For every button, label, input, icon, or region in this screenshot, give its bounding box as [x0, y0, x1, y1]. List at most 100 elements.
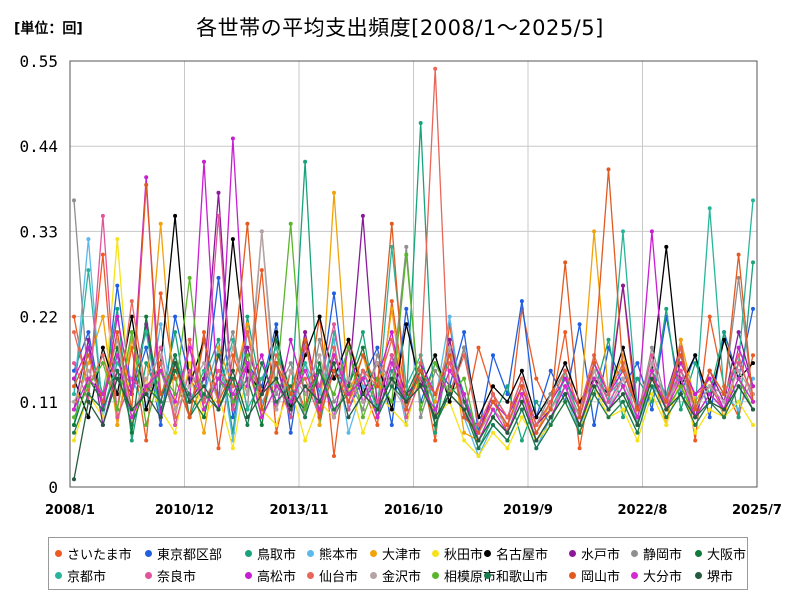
data-point — [621, 392, 625, 397]
data-point — [100, 392, 105, 397]
data-point — [202, 407, 206, 412]
data-point — [505, 438, 510, 443]
data-point — [72, 314, 76, 319]
data-point — [360, 353, 365, 358]
x-tick-label: 2016/10 — [384, 503, 443, 518]
data-point — [649, 376, 654, 381]
legend-label: 大津市 — [382, 548, 422, 563]
data-point — [202, 392, 206, 397]
data-point — [216, 345, 221, 350]
data-point — [173, 368, 178, 373]
data-point — [144, 384, 149, 389]
data-point — [678, 384, 683, 389]
data-point — [202, 361, 206, 366]
data-point — [389, 221, 394, 226]
data-point — [707, 392, 712, 397]
data-point — [606, 337, 611, 342]
data-point — [418, 415, 423, 420]
data-point — [621, 229, 625, 234]
data-point — [332, 353, 336, 358]
x-tick-label: 2019/9 — [503, 503, 553, 518]
data-point — [389, 353, 394, 358]
data-point — [736, 252, 741, 257]
data-point — [245, 361, 250, 366]
data-point — [100, 345, 105, 350]
legend-item: 岡山市 — [569, 566, 620, 585]
data-point — [649, 407, 654, 412]
legend-label: 和歌山市 — [496, 570, 549, 585]
data-point — [621, 399, 625, 404]
data-point — [115, 314, 120, 319]
data-point — [346, 392, 351, 397]
legend-label: 秋田市 — [444, 548, 484, 563]
data-point — [606, 392, 611, 397]
data-point — [736, 384, 741, 389]
y-tick-label: 0.44 — [19, 137, 58, 156]
data-point — [288, 430, 293, 435]
data-point — [519, 438, 524, 443]
data-point — [86, 415, 91, 420]
data-point — [86, 392, 91, 397]
data-point — [332, 361, 336, 366]
data-point — [433, 407, 438, 412]
data-point — [173, 353, 178, 358]
data-point — [86, 361, 91, 366]
legend-label: 名古屋市 — [496, 548, 549, 563]
data-point — [115, 353, 120, 358]
data-point — [216, 275, 221, 280]
data-point — [360, 213, 365, 218]
data-point — [678, 392, 683, 397]
data-point — [317, 314, 322, 319]
data-point — [707, 368, 712, 373]
data-point — [72, 392, 76, 397]
data-point — [173, 376, 178, 381]
legend-item: 大分市 — [631, 566, 682, 585]
data-point — [288, 392, 293, 397]
data-point — [173, 430, 178, 435]
data-point — [519, 392, 524, 397]
data-point — [722, 392, 727, 397]
data-point — [317, 337, 322, 342]
x-tick-label: 2022/8 — [618, 503, 668, 518]
legend-item: 相模原市 — [432, 566, 496, 585]
data-point — [736, 330, 741, 335]
data-point — [115, 368, 120, 373]
legend-marker — [631, 550, 638, 557]
data-point — [418, 121, 423, 125]
data-point — [303, 368, 308, 373]
data-point — [100, 252, 105, 257]
data-point — [115, 283, 120, 288]
legend-item: 京都市 — [55, 566, 106, 585]
data-point — [173, 314, 178, 319]
data-point — [100, 353, 105, 358]
data-point — [649, 399, 654, 404]
data-point — [259, 392, 264, 397]
data-point — [332, 415, 336, 420]
data-point — [317, 353, 322, 358]
data-point — [86, 376, 91, 381]
data-point — [534, 438, 539, 443]
y-tick-label: 0.11 — [19, 393, 58, 412]
data-point — [505, 415, 510, 420]
data-point — [202, 430, 206, 435]
data-point — [245, 392, 250, 397]
data-point — [230, 415, 235, 420]
data-point — [389, 337, 394, 342]
legend-item: さいたま市 — [55, 544, 132, 563]
data-point — [360, 430, 365, 435]
legend-marker — [370, 550, 377, 557]
series-group — [72, 66, 755, 482]
y-tick-label: 0 — [48, 478, 58, 497]
data-point — [230, 330, 235, 335]
data-point — [462, 430, 467, 435]
legend-label: 高松市 — [257, 570, 297, 585]
data-point — [751, 423, 755, 427]
data-point — [751, 353, 755, 358]
data-point — [592, 361, 597, 366]
data-point — [332, 399, 336, 404]
data-point — [259, 407, 264, 412]
data-point — [346, 345, 351, 350]
legend-item: 熊本市 — [307, 544, 358, 563]
data-point — [433, 399, 438, 404]
data-point — [433, 423, 438, 427]
